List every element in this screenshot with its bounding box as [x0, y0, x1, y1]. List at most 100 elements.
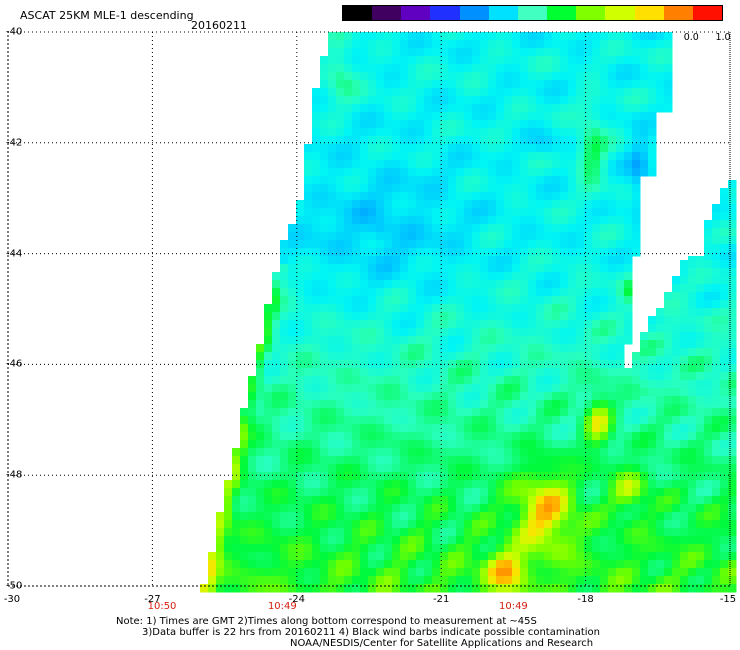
- swath-cell: [464, 328, 473, 337]
- swath-cell: [368, 488, 377, 497]
- swath-cell: [456, 56, 465, 65]
- swath-cell: [680, 324, 689, 333]
- swath-cell: [416, 256, 425, 265]
- swath-cell: [552, 456, 561, 465]
- swath-cell: [600, 304, 609, 313]
- swath-cell: [512, 96, 521, 105]
- swath-cell: [624, 528, 633, 537]
- swath-cell: [520, 80, 529, 89]
- swath-cell: [432, 552, 441, 561]
- swath-cell: [336, 40, 345, 49]
- swath-cell: [592, 424, 601, 433]
- swath-cell: [336, 264, 345, 273]
- swath-cell: [584, 352, 593, 361]
- swath-cell: [688, 416, 697, 425]
- swath-cell: [328, 208, 337, 217]
- swath-cell: [624, 424, 633, 433]
- swath-cell: [632, 120, 641, 129]
- swath-cell: [368, 512, 377, 521]
- swath-cell: [720, 552, 729, 561]
- swath-cell: [600, 264, 609, 273]
- swath-cell: [672, 456, 681, 465]
- swath-cell: [464, 144, 473, 153]
- swath-cell: [376, 240, 385, 249]
- swath-cell: [488, 96, 497, 105]
- swath-cell: [296, 496, 305, 505]
- swath-cell: [656, 424, 665, 433]
- swath-cell: [624, 280, 633, 289]
- swath-cell: [256, 416, 265, 425]
- swath-cell: [328, 376, 337, 385]
- swath-cell: [312, 464, 321, 473]
- swath-cell: [640, 128, 649, 137]
- swath-cell: [440, 304, 449, 313]
- swath-cell: [600, 112, 609, 121]
- swath-cell: [432, 432, 441, 441]
- swath-cell: [552, 232, 561, 241]
- swath-cell: [328, 440, 337, 449]
- swath-cell: [624, 264, 633, 273]
- swath-cell: [448, 216, 457, 225]
- swath-cell: [464, 152, 473, 161]
- swath-cell: [440, 272, 449, 281]
- swath-cell: [384, 152, 393, 161]
- swath-cell: [432, 264, 441, 273]
- swath-cell: [264, 552, 273, 561]
- swath-cell: [320, 112, 329, 121]
- swath-cell: [360, 520, 369, 529]
- swath-cell: [424, 336, 433, 345]
- swath-cell: [368, 536, 377, 545]
- swath-cell: [296, 312, 305, 321]
- swath-cell: [528, 520, 537, 529]
- swath-cell: [496, 376, 505, 385]
- swath-cell: [392, 336, 401, 345]
- swath-cell: [392, 184, 401, 193]
- swath-cell: [600, 176, 609, 185]
- swath-cell: [552, 584, 561, 593]
- swath-cell: [480, 464, 489, 473]
- swath-cell: [432, 136, 441, 145]
- swath-cell: [712, 388, 721, 397]
- swath-cell: [584, 160, 593, 169]
- swath-cell: [632, 176, 641, 185]
- swath-cell: [408, 248, 417, 257]
- swath-cell: [640, 144, 649, 153]
- swath-cell: [432, 224, 441, 233]
- swath-cell: [384, 288, 393, 297]
- swath-cell: [552, 144, 561, 153]
- swath-cell: [552, 368, 561, 377]
- swath-cell: [320, 296, 329, 305]
- swath-cell: [480, 416, 489, 425]
- swath-cell: [336, 104, 345, 113]
- swath-cell: [544, 384, 553, 393]
- swath-cell: [360, 264, 369, 273]
- swath-cell: [576, 328, 585, 337]
- swath-cell: [560, 352, 569, 361]
- swath-cell: [408, 464, 417, 473]
- swath-cell: [288, 576, 297, 585]
- swath-cell: [552, 432, 561, 441]
- swath-cell: [480, 256, 489, 265]
- swath-cell: [536, 152, 545, 161]
- swath-cell: [344, 192, 353, 201]
- swath-cell: [616, 200, 625, 209]
- swath-cell: [416, 480, 425, 489]
- swath-cell: [432, 544, 441, 553]
- swath-cell: [616, 120, 625, 129]
- swath-cell: [256, 464, 265, 473]
- swath-cell: [368, 160, 377, 169]
- swath-cell: [224, 480, 233, 489]
- swath-cell: [296, 272, 305, 281]
- swath-cell: [272, 328, 281, 337]
- swath-cell: [648, 32, 657, 41]
- swath-cell: [472, 200, 481, 209]
- swath-cell: [384, 200, 393, 209]
- swath-cell: [512, 336, 521, 345]
- swath-cell: [344, 128, 353, 137]
- swath-cell: [248, 400, 257, 409]
- swath-cell: [440, 328, 449, 337]
- swath-cell: [672, 308, 681, 317]
- swath-cell: [512, 328, 521, 337]
- swath-cell: [480, 576, 489, 585]
- swath-cell: [320, 544, 329, 553]
